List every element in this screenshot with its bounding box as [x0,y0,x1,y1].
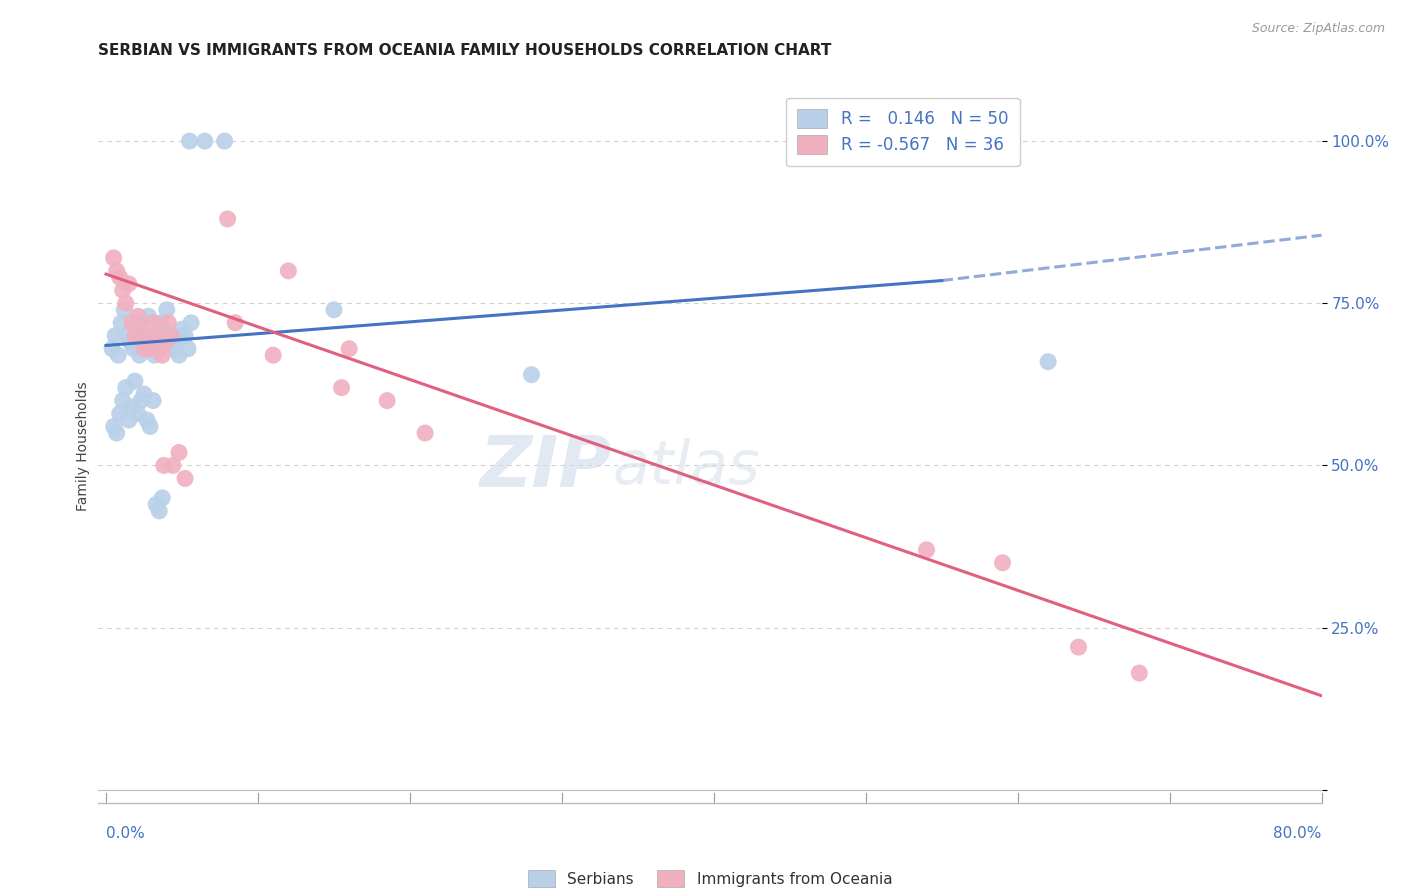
Point [118,277,141,291]
Point [165,342,187,356]
Point [156,302,179,317]
Point [375,393,398,408]
Point [148,504,170,518]
Point [1036,354,1059,368]
Point [915,542,938,557]
Point [111,283,134,297]
Point [167,348,190,362]
Point [179,134,201,148]
Point [132,342,155,356]
Point [194,134,217,148]
Point [141,335,163,350]
Text: Source: ZipAtlas.com: Source: ZipAtlas.com [1251,22,1385,36]
Point [103,251,125,265]
Point [127,310,149,324]
Point [139,419,162,434]
Point [143,348,166,362]
Point [142,393,165,408]
Point [217,211,239,226]
Text: 0.0%: 0.0% [105,825,145,840]
Point [180,316,202,330]
Point [114,296,136,310]
Point [152,458,174,473]
Point [112,302,135,317]
Point [520,368,543,382]
Point [991,556,1014,570]
Point [337,342,360,356]
Point [330,381,353,395]
Text: atlas: atlas [612,438,761,497]
Point [1067,640,1090,654]
Point [124,328,146,343]
Point [121,316,143,330]
Point [101,342,124,356]
Text: 80.0%: 80.0% [1274,825,1322,840]
Point [142,316,165,330]
Point [124,374,146,388]
Point [108,270,131,285]
Point [110,316,132,330]
Point [132,387,155,401]
Point [150,348,173,362]
Point [152,328,174,343]
Point [148,342,170,356]
Point [167,445,190,459]
Point [114,381,136,395]
Point [111,393,134,408]
Point [139,342,162,356]
Point [170,322,193,336]
Point [107,348,129,362]
Point [145,328,167,343]
Text: ZIP: ZIP [479,433,612,502]
Point [135,342,157,356]
Point [160,328,183,343]
Point [108,407,131,421]
Point [120,335,142,350]
Point [262,348,284,362]
Point [155,335,177,350]
Point [413,425,436,440]
Point [174,328,197,343]
Point [105,264,128,278]
Legend: Serbians, Immigrants from Oceania: Serbians, Immigrants from Oceania [520,863,900,892]
Point [131,328,153,343]
Point [128,348,150,362]
Point [323,302,346,317]
Point [104,328,127,343]
Point [125,316,148,330]
Point [162,458,184,473]
Point [177,342,200,356]
Y-axis label: Family Households: Family Households [76,381,90,511]
Point [145,497,167,511]
Point [146,342,169,356]
Point [127,407,149,421]
Point [118,413,141,427]
Point [122,342,145,356]
Point [136,328,159,343]
Point [129,322,152,336]
Point [105,425,128,440]
Point [136,413,159,427]
Point [1128,666,1150,681]
Point [159,328,181,343]
Point [138,310,160,324]
Point [149,316,172,330]
Point [121,400,143,414]
Point [117,328,139,343]
Point [129,393,152,408]
Point [214,134,236,148]
Point [224,316,246,330]
Point [157,316,180,330]
Point [150,491,173,505]
Text: SERBIAN VS IMMIGRANTS FROM OCEANIA FAMILY HOUSEHOLDS CORRELATION CHART: SERBIAN VS IMMIGRANTS FROM OCEANIA FAMIL… [98,43,832,58]
Point [277,264,299,278]
Point [103,419,125,434]
Point [162,335,184,350]
Point [174,471,197,485]
